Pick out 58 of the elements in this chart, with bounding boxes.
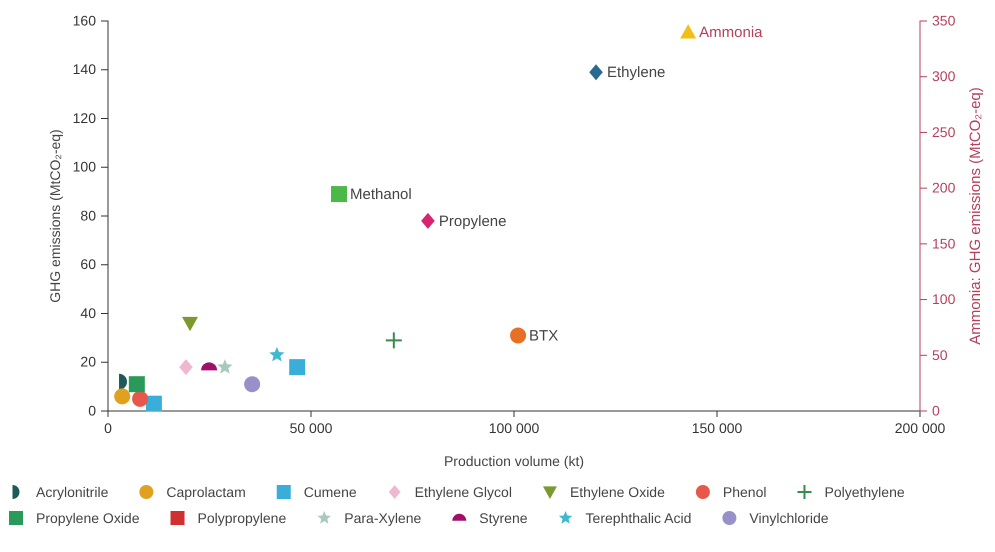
y2-tick-label: 150: [932, 235, 956, 252]
legend-label: Polyethylene: [824, 484, 905, 500]
point: [331, 186, 348, 202]
point: [132, 390, 148, 407]
point: [179, 359, 193, 376]
point: [289, 359, 306, 376]
x-axis-title: Production volume (kt): [444, 453, 584, 469]
legend-label: Para-Xylene: [344, 510, 422, 526]
x-tick-label: 0: [104, 420, 112, 436]
legend-label: Cumene: [304, 484, 357, 500]
legend-label: Phenol: [722, 484, 766, 500]
x-tick-label: 50 000: [290, 420, 333, 436]
y2-tick-label: 100: [932, 291, 956, 308]
y2-tick-label: 0: [932, 402, 940, 418]
point: [384, 331, 403, 350]
y-axis-title: GHG emissions (MtCO₂-eq): [47, 129, 63, 303]
legend-label: Propylene Oxide: [36, 510, 140, 526]
point: [182, 316, 198, 332]
point: [146, 396, 162, 412]
y-tick-label: 140: [72, 61, 96, 78]
y2-tick-label: 250: [932, 124, 956, 140]
legend-label: Acrylonitrile: [36, 484, 109, 500]
legend-label: Polypropylene: [198, 510, 286, 526]
y2-tick-label: 300: [932, 68, 956, 84]
legend-label: Terephthalic Acid: [586, 510, 692, 526]
annotation: Methanol: [350, 186, 412, 204]
annotation: Propylene: [438, 212, 506, 230]
point: [510, 327, 526, 344]
y-tick-label: 40: [80, 304, 96, 321]
legend-label: Caprolactam: [166, 484, 246, 500]
y-tick-label: 100: [72, 158, 96, 175]
y-tick-label: 20: [80, 354, 96, 370]
legend-label: Ethylene Oxide: [570, 484, 666, 500]
point: [421, 212, 435, 229]
series-label: Ammonia: [699, 24, 764, 42]
y-tick-label: 60: [80, 256, 96, 272]
point: [589, 64, 603, 80]
point: [114, 388, 130, 404]
x-tick-label: 150 000: [692, 420, 743, 436]
y-tick-label: 0: [88, 402, 96, 418]
y-tick-label: 160: [72, 12, 96, 28]
y-tick-label: 80: [80, 207, 96, 224]
annotation: BTX: [529, 327, 558, 344]
legend-label: Ethylene Glycol: [414, 484, 512, 500]
point: [269, 346, 285, 362]
legend-label: Vinylchloride: [749, 510, 829, 526]
point: [244, 376, 260, 392]
x-tick-label: 200 000: [894, 420, 946, 436]
y-tick-label: 120: [72, 110, 96, 126]
y2-axis-title: Ammonia: GHG emissions (MtCO₂-eq): [967, 87, 984, 345]
y2-tick-label: 200: [932, 180, 956, 196]
point: [217, 359, 233, 374]
annotation: Ethylene: [607, 64, 666, 82]
point: [128, 376, 145, 392]
legend-label: Styrene: [479, 510, 528, 526]
y2-tick-label: 350: [932, 12, 956, 28]
y2-tick-label: 50: [932, 346, 948, 363]
x-tick-label: 100 000: [488, 420, 540, 436]
